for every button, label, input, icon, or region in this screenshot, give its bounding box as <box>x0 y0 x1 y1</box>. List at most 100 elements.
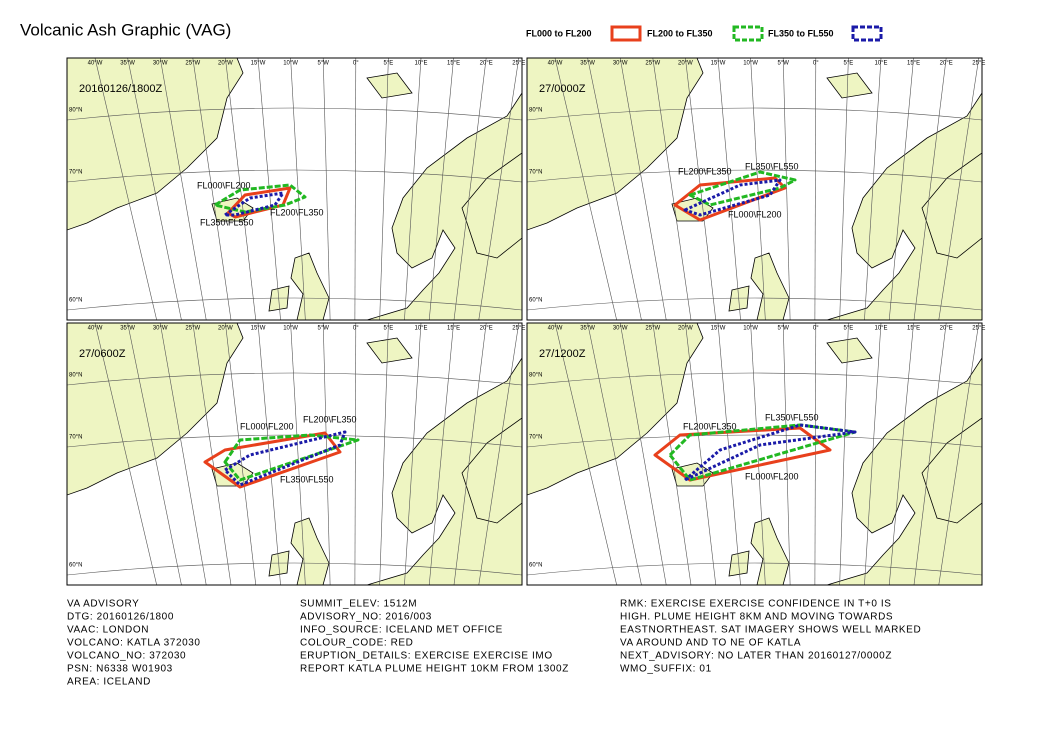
advisory-line: COLOUR_CODE: RED <box>300 638 414 649</box>
advisory-line: HIGH. PLUME HEIGHT 8KM AND MOVING TOWARD… <box>620 612 893 623</box>
lon-label: 25°E <box>512 326 525 332</box>
land <box>826 357 982 585</box>
meridian <box>888 323 914 585</box>
lon-label: 5°W <box>777 326 789 332</box>
lon-label: 5°E <box>844 326 854 332</box>
lon-label: 10°E <box>874 61 887 67</box>
meridian <box>225 323 257 585</box>
lon-label: 20°E <box>940 61 953 67</box>
parallel <box>67 372 522 386</box>
advisory-line: NEXT_ADVISORY: NO LATER THAN 20160127/00… <box>620 651 892 662</box>
lon-label: 25°E <box>512 61 525 67</box>
lon-label: 10°W <box>743 326 758 332</box>
map-panel: 40°W 35°W 30°W 25°W 20°W 15°W 10°W 5°W 0° 5°E 10°E… <box>526 57 985 321</box>
lon-label: 10°E <box>414 326 427 332</box>
land <box>290 517 330 585</box>
meridian <box>478 323 520 585</box>
lat-label: 70°N <box>69 170 82 176</box>
lon-label: 40°W <box>88 61 103 67</box>
ash-area <box>223 191 285 217</box>
lon-label: 35°W <box>120 61 135 67</box>
meridian <box>750 58 766 320</box>
meridian <box>404 58 422 320</box>
lon-label: 20°E <box>480 326 493 332</box>
lon-label: 35°W <box>120 326 135 332</box>
parallel <box>67 107 522 121</box>
advisory-line: VOLCANO: KATLA 372030 <box>67 638 201 649</box>
meridian <box>652 58 692 320</box>
lon-label: 5°W <box>317 326 329 332</box>
lon-label: 25°W <box>185 61 200 67</box>
parallel <box>527 434 982 448</box>
meridian <box>814 58 817 320</box>
title: Volcanic Ash Graphic (VAG) <box>20 20 231 39</box>
lon-label: 10°W <box>283 326 298 332</box>
lon-label: 25°W <box>645 326 660 332</box>
map-body <box>527 323 982 585</box>
land <box>826 92 982 320</box>
advisory-line: WMO_SUFFIX: 01 <box>620 664 712 675</box>
meridian <box>619 323 667 585</box>
meridian <box>782 323 791 585</box>
advisory-line: EASTNORTHEAST. SAT IMAGERY SHOWS WELL MA… <box>620 625 921 636</box>
land <box>366 357 522 585</box>
ash-area <box>668 423 857 482</box>
lon-label: 15°W <box>251 326 266 332</box>
lon-label: 0° <box>353 326 359 332</box>
legend-label: FL350 to FL550 <box>768 28 834 38</box>
meridian <box>782 58 791 320</box>
lon-label: 5°W <box>777 61 789 67</box>
ash-area <box>673 176 787 222</box>
meridian <box>94 323 157 585</box>
ash-area <box>203 431 342 489</box>
legend-swatch <box>610 25 642 42</box>
meridian <box>913 323 947 585</box>
lon-label: 5°E <box>384 61 394 67</box>
ash-label: FL200\FL350 <box>683 421 737 431</box>
map-body <box>527 58 982 320</box>
lon-label: 40°W <box>548 326 563 332</box>
meridian <box>839 323 849 585</box>
lon-label: 15°E <box>907 61 920 67</box>
lon-label: 35°W <box>580 326 595 332</box>
lat-label: 60°N <box>69 563 82 569</box>
lon-label: 40°W <box>548 61 563 67</box>
meridian <box>290 58 306 320</box>
meridian <box>938 58 980 320</box>
lon-label: 10°W <box>743 61 758 67</box>
land <box>826 72 873 99</box>
panel-time: 20160126/1800Z <box>79 83 162 95</box>
lon-label: 20°W <box>218 61 233 67</box>
lon-label: 20°W <box>218 326 233 332</box>
ash-label: FL200\FL350 <box>303 414 357 424</box>
lon-label: 30°W <box>613 61 628 67</box>
lon-label: 25°W <box>185 326 200 332</box>
land <box>750 517 790 585</box>
ash-area <box>223 433 360 482</box>
meridian <box>257 323 281 585</box>
ash-label: FL350\FL550 <box>280 474 334 484</box>
lon-label: 10°E <box>874 326 887 332</box>
lon-label: 25°W <box>645 61 660 67</box>
land <box>290 252 330 320</box>
lon-label: 30°W <box>153 326 168 332</box>
land <box>750 252 790 320</box>
meridian <box>192 58 232 320</box>
lon-label: 10°E <box>414 61 427 67</box>
lon-label: 20°W <box>678 326 693 332</box>
ash-label: FL200\FL350 <box>678 166 732 176</box>
lon-label: 15°W <box>711 326 726 332</box>
land <box>826 337 873 364</box>
lon-label: 30°W <box>613 326 628 332</box>
meridian <box>453 58 487 320</box>
panel-frame <box>66 322 523 586</box>
meridian <box>159 58 207 320</box>
panel-time: 27/0600Z <box>79 348 126 360</box>
lon-label: 20°E <box>940 326 953 332</box>
advisory-line: VAAC: LONDON <box>67 625 149 636</box>
meridian <box>554 323 617 585</box>
lon-label: 15°E <box>447 326 460 332</box>
meridian <box>717 323 741 585</box>
meridian <box>938 323 980 585</box>
